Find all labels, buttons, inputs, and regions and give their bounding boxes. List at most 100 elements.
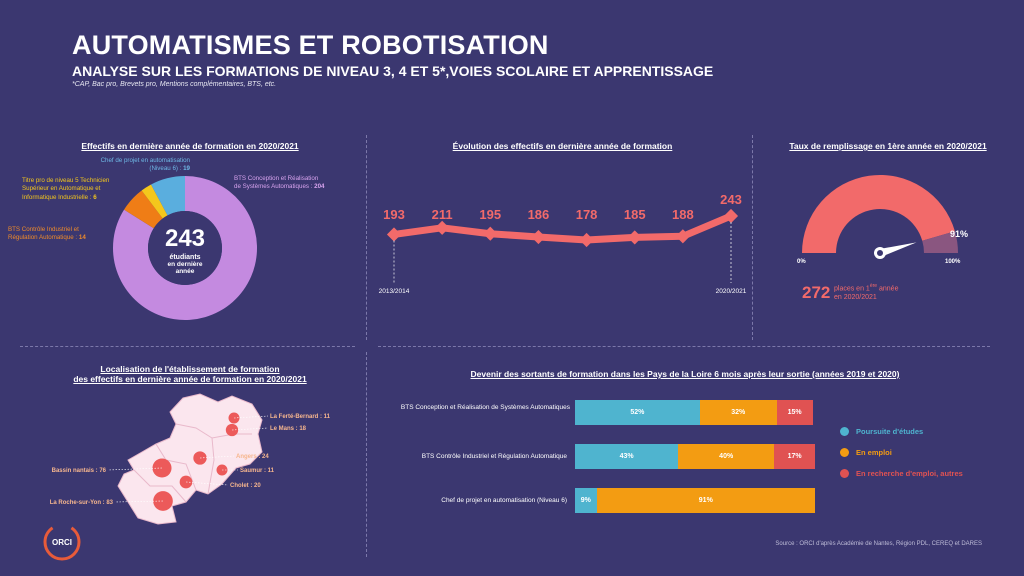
map-bubble <box>193 451 207 465</box>
donut-label-cira: BTS Contrôle Industriel et Régulation Au… <box>8 226 128 243</box>
legend-recherche-label: En recherche d'emploi, autres <box>856 469 963 478</box>
bar-segment: 40% <box>678 444 775 469</box>
donut-center-line3: année <box>175 268 195 275</box>
legend-poursuite: Poursuite d'études <box>840 427 963 436</box>
donut-center: 243 étudiants en dernière année <box>150 225 220 276</box>
places-value: 272 <box>802 283 831 302</box>
donut-label-titre-line3: Informatique Industrielle : <box>22 193 94 201</box>
line-point <box>435 220 450 235</box>
line-data-label: 186 <box>528 207 550 222</box>
gauge-needle-hub-inner <box>877 250 883 256</box>
donut-label-cira-line2: Régulation Automatique : <box>8 234 79 242</box>
line-data-label: 211 <box>432 207 453 222</box>
line-panel-title: Évolution des effectifs en dernière anné… <box>452 141 673 151</box>
line-series <box>390 212 735 244</box>
bar-segment: 91% <box>596 488 815 513</box>
donut-label-chef-line2: (Niveau 6) : <box>149 165 184 173</box>
gauge-min-label: 0% <box>797 259 806 265</box>
bar-segment: 43% <box>575 444 679 469</box>
places-text: places en 1ère année en 2020/2021 <box>834 283 898 303</box>
donut-label-titre-value: 6 <box>93 193 97 201</box>
donut-chart <box>113 176 258 320</box>
legend-poursuite-label: Poursuite d'études <box>856 427 924 436</box>
places-text-line1: places en 1 <box>834 285 870 293</box>
separator-2 <box>752 135 753 340</box>
bar-segment: 52% <box>575 400 700 425</box>
bar-segment: 17% <box>774 444 815 469</box>
map-city-label: La Ferté-Bernard : 11 <box>270 414 331 420</box>
line-point <box>579 232 594 248</box>
donut-panel-title: Effectifs en dernière année de formation… <box>81 141 299 151</box>
donut-label-bts: BTS Conception et Réalisation de Système… <box>234 175 354 192</box>
donut-label-bts-value: 204 <box>314 183 325 191</box>
gauge-rest <box>922 231 958 253</box>
line-data-label: 193 <box>383 207 405 222</box>
map-leader <box>114 500 164 503</box>
line-data-label: 178 <box>576 207 598 222</box>
map-panel-title-line1: Localisation de l'établissement de forma… <box>100 364 280 374</box>
orci-logo-text: ORCI <box>52 538 72 547</box>
gauge-max-label: 100% <box>945 259 961 265</box>
bar-segment: 32% <box>699 400 777 425</box>
bar-segment: 9% <box>575 488 597 513</box>
map-city-label: Le Mans : 18 <box>270 426 307 432</box>
map-region-shape <box>117 393 263 525</box>
donut-slice-titre <box>141 184 168 219</box>
bar-value-label: 43% <box>619 453 634 460</box>
line-point <box>386 227 402 242</box>
separator-1 <box>366 135 367 340</box>
map-leader <box>107 467 163 471</box>
places-text-line1b: année <box>877 285 899 293</box>
places-text-sup: ère <box>869 283 878 289</box>
bar-category-label: Chef de projet en automatisation (Niveau… <box>441 497 567 504</box>
places-text-line2: en 2020/2021 <box>834 294 877 302</box>
page-subtitle: ANALYSE SUR LES FORMATIONS DE NIVEAU 3, … <box>72 63 714 79</box>
line-data-label: 243 <box>720 192 742 207</box>
map-leader <box>233 415 269 419</box>
map-panel-title-line2: des effectifs en dernière année de forma… <box>73 374 307 384</box>
source-note: Source : ORCI d'après Académie de Nantes… <box>775 541 982 547</box>
bars-legend: Poursuite d'études En emploi En recherch… <box>840 427 963 478</box>
donut-label-titre-line1: Titre pro de niveau 5 Technicien <box>22 177 110 184</box>
map-border-line-4 <box>133 469 187 503</box>
map-border-line-2 <box>207 437 215 495</box>
map-city-label: Cholet : 20 <box>230 483 261 489</box>
donut-hole <box>148 211 222 285</box>
line-x-tick-label: 2020/2021 <box>716 288 747 295</box>
map-city-label: Bassin nantais : 76 <box>52 468 107 474</box>
donut-center-line2: en dernière <box>167 261 203 268</box>
footnote: *CAP, Bac pro, Brevets pro, Mentions com… <box>72 81 277 88</box>
donut-label-bts-line2: de Systèmes Automatiques : <box>234 183 315 191</box>
line-point <box>723 208 739 224</box>
donut-center-value: 243 <box>164 225 206 252</box>
line-chart: 193 211 195 186 178 185 188 243 2013/2014 2020/20… <box>379 192 747 295</box>
bar-segment: 15% <box>776 400 813 425</box>
legend-emploi: En emploi <box>840 448 963 457</box>
orci-logo-ring <box>43 523 81 561</box>
donut-label-cira-line1: BTS Contrôle Industriel et <box>8 226 79 233</box>
donut-slice-cira <box>124 190 163 229</box>
legend-emploi-label: En emploi <box>856 448 892 457</box>
map-city-label: Angers : 24 <box>236 454 269 460</box>
donut-label-cira-value: 14 <box>78 234 86 242</box>
legend-poursuite-swatch <box>840 427 849 436</box>
line-data-label: 185 <box>624 207 646 222</box>
donut-label-chef-line1: Chef de projet en automatisation <box>100 157 190 164</box>
donut-label-titre-line2: Supérieur en Automatique et <box>22 185 101 193</box>
bar-value-label: 9% <box>580 497 591 504</box>
separator-3 <box>366 352 367 557</box>
bar-value-label: 17% <box>787 453 802 460</box>
separator-4 <box>20 346 355 347</box>
separator-5 <box>378 346 990 347</box>
map-leader <box>185 481 229 486</box>
line-point <box>483 226 498 241</box>
donut-center-line1: étudiants <box>169 254 201 261</box>
donut-label-chef: Chef de projet en automatisation (Niveau… <box>72 157 190 174</box>
donut-slice-chef <box>151 176 185 216</box>
bar-value-label: 52% <box>630 409 645 416</box>
bar-value-label: 91% <box>698 497 713 504</box>
legend-emploi-swatch <box>840 448 849 457</box>
gauge-needle <box>878 242 917 257</box>
gauge-fill <box>802 175 955 253</box>
map: La Ferté-Bernard : 11 Le Mans : 18 Angers … <box>43 393 331 561</box>
